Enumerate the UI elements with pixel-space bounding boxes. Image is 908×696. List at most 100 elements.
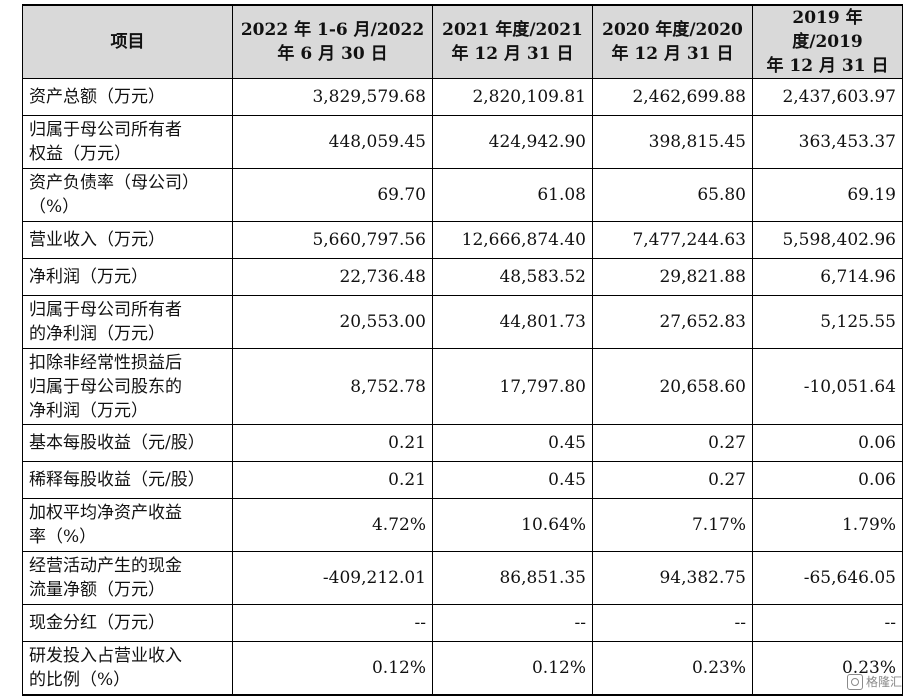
header-item: 项目 [22,4,233,79]
row-label-line: 资产总额（万元） [29,87,165,107]
row-label-line: 归属于母公司股东的 [29,376,182,397]
row-label-line: 资产负债率（母公司） [29,173,199,193]
cell-value: 12,666,874.40 [432,221,593,259]
cell-value: 48,583.52 [432,258,593,296]
table-row: 基本每股收益（元/股） 0.21 0.45 0.27 0.06 [22,424,903,462]
row-label-line: 率（%） [29,527,97,547]
watermark-text: 格隆汇 [865,675,902,689]
cell-value: 448,059.45 [232,115,433,169]
row-label: 营业收入（万元） [22,221,233,259]
cell-value: 363,453.37 [752,115,903,169]
row-label: 现金分红（万元） [22,604,233,642]
row-label-line: 净利润（万元） [29,267,148,287]
header-col-line2: 年 12 月 31 日 [451,44,574,64]
header-col-line1: 2021 年度/2021 [442,20,583,40]
row-label-line: 归属于母公司所有者 [29,120,182,140]
header-row: 项目 2022 年 1-6 月/2022 年 6 月 30 日 2021 年度/… [22,4,903,79]
table-body: 资产总额（万元） 3,829,579.68 2,820,109.81 2,462,69… [22,78,903,696]
cell-value: 0.23% [752,641,903,696]
row-label: 基本每股收益（元/股） [22,424,233,462]
header-col-2019: 2019 年度/2019 年 12 月 31 日 [752,4,903,79]
cell-value: 44,801.73 [432,295,593,349]
cell-value: 4.72% [232,498,433,552]
cell-value: 0.21 [232,461,433,499]
row-label: 归属于母公司所有者 的净利润（万元） [22,295,233,349]
header-col-line1: 2022 年 1-6 月/2022 [240,20,425,40]
row-label: 扣除非经常性损益后 归属于母公司股东的 净利润（万元） [22,348,233,425]
table-row: 扣除非经常性损益后 归属于母公司股东的 净利润（万元） 8,752.78 17,797.… [22,348,903,425]
cell-value: 398,815.45 [592,115,753,169]
cell-value: -65,646.05 [752,551,903,605]
cell-value: 0.27 [592,461,753,499]
row-label-line: 权益（万元） [29,144,131,164]
cell-value: 5,598,402.96 [752,221,903,259]
row-label-line: 归属于母公司所有者 [29,300,182,320]
row-label: 经营活动产生的现金 流量净额（万元） [22,551,233,605]
header-col-2022h1: 2022 年 1-6 月/2022 年 6 月 30 日 [232,4,433,79]
table-row: 资产总额（万元） 3,829,579.68 2,820,109.81 2,462,69… [22,78,903,116]
header-col-line2: 年 12 月 31 日 [766,56,889,76]
cell-value: 61.08 [432,168,593,222]
cell-value: 7,477,244.63 [592,221,753,259]
row-label-line: 基本每股收益（元/股） [29,433,205,453]
watermark: 格隆汇 [846,673,902,690]
table-header: 项目 2022 年 1-6 月/2022 年 6 月 30 日 2021 年度/… [22,4,903,79]
table-row: 营业收入（万元） 5,660,797.56 12,666,874.40 7,477,2… [22,221,903,259]
cell-value: 20,553.00 [232,295,433,349]
row-label-line: （%） [29,197,80,217]
row-label: 归属于母公司所有者 权益（万元） [22,115,233,169]
cell-value: -10,051.64 [752,348,903,425]
cell-value: 8,752.78 [232,348,433,425]
row-label: 资产负债率（母公司） （%） [22,168,233,222]
cell-value: 94,382.75 [592,551,753,605]
cell-value: -- [432,604,593,642]
cell-value: 7.17% [592,498,753,552]
cell-value: 65.80 [592,168,753,222]
cell-value: 69.70 [232,168,433,222]
table-row: 资产负债率（母公司） （%） 69.70 61.08 65.80 69.19 [22,168,903,222]
cell-value: -409,212.01 [232,551,433,605]
cell-value: 0.12% [432,641,593,696]
row-label-line: 研发投入占营业收入 [29,645,182,666]
cell-value: 0.45 [432,461,593,499]
row-label-line: 经营活动产生的现金 [29,556,182,576]
row-label-line: 的净利润（万元） [29,324,165,344]
cell-value: 6,714.96 [752,258,903,296]
cell-value: 17,797.80 [432,348,593,425]
row-label: 稀释每股收益（元/股） [22,461,233,499]
table-row: 归属于母公司所有者 权益（万元） 448,059.45 424,942.90 398,8… [22,115,903,169]
cell-value: 3,829,579.68 [232,78,433,116]
header-col-2021: 2021 年度/2021 年 12 月 31 日 [432,4,593,79]
cell-value: 10.64% [432,498,593,552]
cell-value: -- [752,604,903,642]
cell-value: 2,462,699.88 [592,78,753,116]
cell-value: 5,660,797.56 [232,221,433,259]
table-row: 研发投入占营业收入 的比例（%） 0.12% 0.12% 0.23% 0.23% [22,641,903,696]
cell-value: 0.06 [752,461,903,499]
header-col-line2: 年 12 月 31 日 [611,44,734,64]
watermark-logo-icon [846,673,863,690]
cell-value: -- [592,604,753,642]
cell-value: 1.79% [752,498,903,552]
row-label: 加权平均净资产收益 率（%） [22,498,233,552]
cell-value: 86,851.35 [432,551,593,605]
cell-value: -- [232,604,433,642]
cell-value: 0.45 [432,424,593,462]
header-col-2020: 2020 年度/2020 年 12 月 31 日 [592,4,753,79]
table-row: 净利润（万元） 22,736.48 48,583.52 29,821.88 6,714.… [22,258,903,296]
cell-value: 20,658.60 [592,348,753,425]
row-label-line: 净利润（万元） [29,400,148,421]
cell-value: 2,820,109.81 [432,78,593,116]
table-row: 归属于母公司所有者 的净利润（万元） 20,553.00 44,801.73 27,65… [22,295,903,349]
row-label-line: 营业收入（万元） [29,230,165,250]
table-row: 经营活动产生的现金 流量净额（万元） -409,212.01 86,851.35 94,… [22,551,903,605]
row-label-line: 流量净额（万元） [29,580,165,600]
header-col-line1: 2020 年度/2020 [602,20,743,40]
cell-value: 424,942.90 [432,115,593,169]
cell-value: 2,437,603.97 [752,78,903,116]
row-label-line: 加权平均净资产收益 [29,503,182,523]
cell-value: 29,821.88 [592,258,753,296]
cell-value: 0.27 [592,424,753,462]
row-label-line: 现金分红（万元） [29,613,165,633]
